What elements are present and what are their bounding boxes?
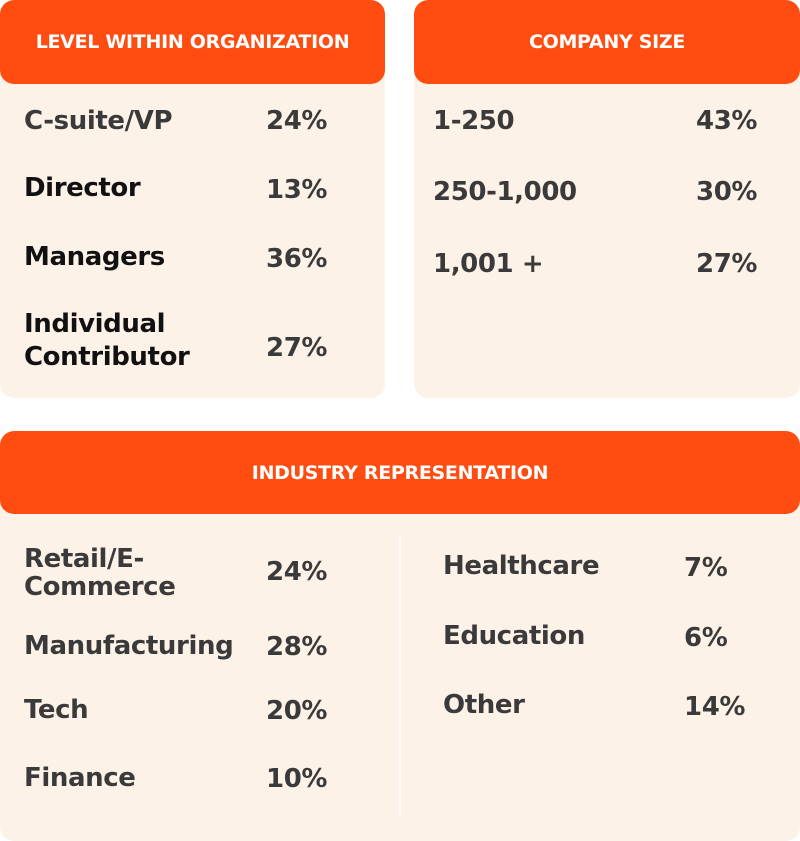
industry-label-line2: Commerce (24, 572, 176, 602)
level-row-value: 24% (266, 106, 328, 136)
industry-value: 24% (266, 557, 328, 587)
level-row-label: Managers (24, 242, 165, 272)
industry-value: 6% (684, 623, 728, 653)
industry-value: 20% (266, 696, 328, 726)
level-row-value: 13% (266, 175, 328, 205)
industry-value: 7% (684, 553, 728, 583)
industry-value: 28% (266, 632, 328, 662)
company-size-label: 1-250 (433, 106, 515, 136)
level-row-value: 36% (266, 244, 328, 274)
level-row-label: C-suite/VP (24, 106, 173, 136)
level-row-label-line1: Individual (24, 309, 166, 339)
company-size-label: 250-1,000 (433, 177, 577, 207)
industry-label: Other (443, 690, 525, 720)
industry-label: Finance (24, 763, 136, 793)
company-size-label: 1,001 + (433, 249, 544, 279)
industry-label-line1: Retail/E- (24, 544, 144, 574)
company-size-title: COMPANY SIZE (414, 0, 800, 84)
level-card: LEVEL WITHIN ORGANIZATION C-suite/VP 24%… (0, 0, 385, 398)
company-size-value: 43% (696, 106, 758, 136)
industry-label: Healthcare (443, 551, 600, 581)
industry-label: Tech (24, 695, 89, 725)
company-size-value: 27% (696, 249, 758, 279)
industry-card: INDUSTRY REPRESENTATION Retail/E- Commer… (0, 431, 800, 841)
level-row-label: Director (24, 173, 141, 203)
industry-title: INDUSTRY REPRESENTATION (0, 431, 800, 514)
column-divider (399, 535, 401, 817)
industry-label: Education (443, 621, 585, 651)
level-row-label-line2: Contributor (24, 342, 190, 372)
industry-value: 14% (684, 692, 746, 722)
level-row-value: 27% (266, 333, 328, 363)
company-size-card: COMPANY SIZE 1-250 43% 250-1,000 30% 1,0… (414, 0, 800, 398)
industry-label: Manufacturing (24, 631, 234, 661)
industry-value: 10% (266, 764, 328, 794)
level-card-title: LEVEL WITHIN ORGANIZATION (0, 0, 385, 84)
company-size-value: 30% (696, 177, 758, 207)
